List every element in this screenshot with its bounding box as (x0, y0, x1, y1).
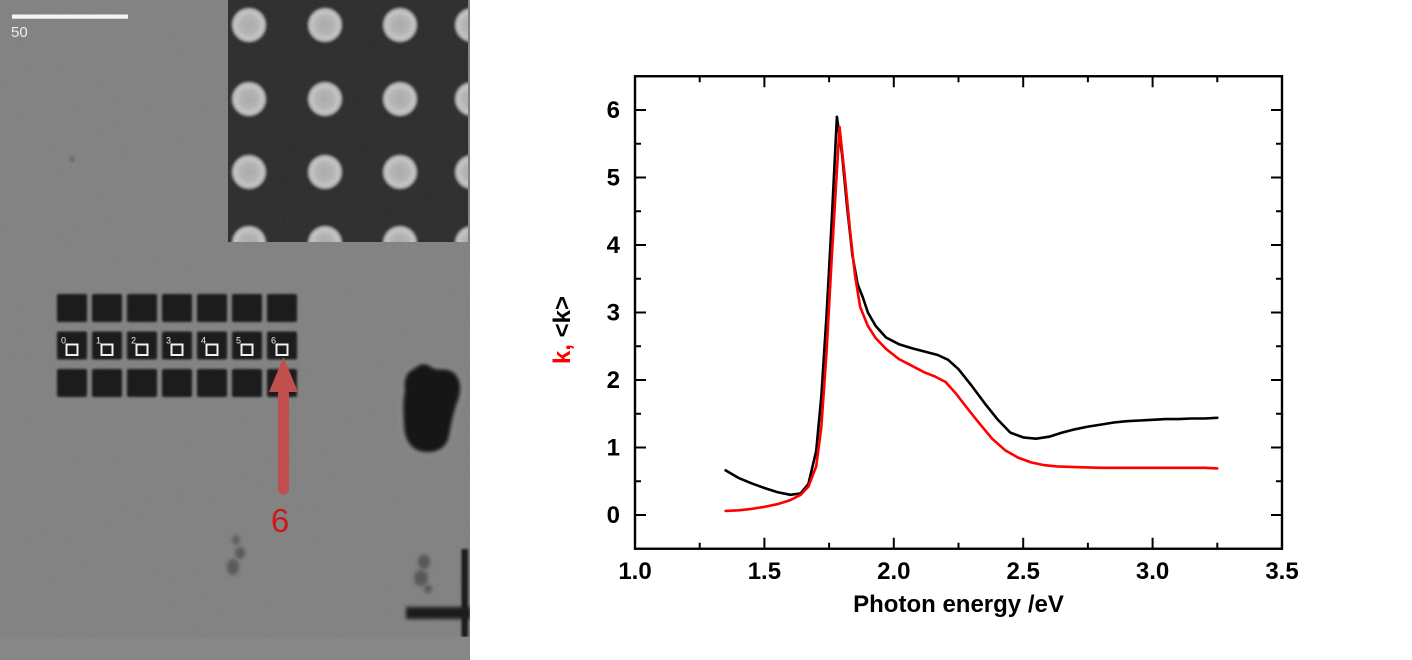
site-label: 5 (236, 336, 241, 346)
y-tick-label: 5 (607, 165, 620, 192)
array-square (127, 294, 157, 322)
site-marker-square (100, 343, 114, 356)
array-square (92, 294, 122, 322)
sem-inset (228, 0, 468, 242)
x-tick-label: 1.0 (618, 558, 651, 585)
y-tick-label: 6 (607, 97, 620, 124)
smudge-marks (227, 535, 432, 593)
site-marker-square (135, 343, 149, 356)
contamination-blob (400, 361, 463, 455)
array-square (57, 294, 87, 322)
x-tick-label: 2.5 (1007, 558, 1040, 585)
arrow-head (269, 357, 298, 392)
scale-bar-line (12, 14, 128, 19)
site-label: 6 (271, 336, 276, 346)
y-tick-label: 4 (607, 232, 621, 259)
red-arrow (269, 357, 298, 495)
array-square (267, 294, 297, 322)
site-label: 0 (61, 336, 66, 346)
series-curve-k (724, 115, 1219, 497)
blob-body (403, 364, 461, 453)
x-axis-title: Photon energy /eV (853, 591, 1064, 618)
y-tick-label: 0 (607, 502, 620, 529)
arrow-label: 6 (271, 502, 289, 539)
site-label: 3 (166, 336, 171, 346)
array-square (232, 369, 262, 397)
y-axis-title-segment: <k> (549, 296, 576, 344)
site-label: 2 (131, 336, 136, 346)
x-tick-label: 2.0 (877, 558, 910, 585)
plot-frame (633, 75, 1284, 550)
scale-bar-label: 50 (11, 24, 28, 41)
site-label: 4 (201, 336, 206, 346)
array-square (197, 294, 227, 322)
array-square (232, 294, 262, 322)
array-square (57, 369, 87, 397)
x-tick-label: 1.5 (748, 558, 781, 585)
x-tick-label: 3.5 (1265, 558, 1298, 585)
site-marker-square (170, 343, 184, 356)
site-label: 1 (96, 336, 101, 346)
stage-mark (406, 549, 470, 637)
array-square (162, 369, 192, 397)
site-marker-square (205, 343, 219, 356)
x-tick-label: 3.0 (1136, 558, 1169, 585)
series-curve-k (724, 125, 1219, 513)
plot-area: 1.0 1.5 2.0 2.5 3.0 3.5 0 1 2 3 4 5 6 Photon energy /… (549, 75, 1299, 618)
y-tick-label: 3 (607, 300, 620, 327)
pattern-square-array: 0 1 2 3 4 5 6 (57, 294, 297, 397)
sem-micrograph-panel: 50 0 1 2 3 4 5 6 (0, 0, 470, 660)
array-square (127, 369, 157, 397)
bottom-strip (0, 637, 470, 660)
array-square (162, 294, 192, 322)
y-axis-title: k, <k> (549, 296, 576, 364)
site-marker-square (275, 343, 289, 356)
site-marker-square (65, 343, 79, 356)
array-square (92, 369, 122, 397)
k-spectra-chart: 1.0 1.5 2.0 2.5 3.0 3.5 0 1 2 3 4 5 6 Photon energy /… (549, 75, 1299, 618)
stage-mark-vertical (461, 549, 468, 637)
scale-bar: 50 (11, 14, 128, 41)
array-square (197, 369, 227, 397)
y-tick-label: 1 (607, 435, 620, 462)
site-marker-square (240, 343, 254, 356)
dust-speck (69, 156, 75, 162)
y-tick-label: 2 (607, 367, 620, 394)
stage-mark-horizontal (406, 607, 470, 619)
y-axis-title-segment: k, (549, 344, 576, 364)
inset-grain-texture (228, 0, 468, 242)
